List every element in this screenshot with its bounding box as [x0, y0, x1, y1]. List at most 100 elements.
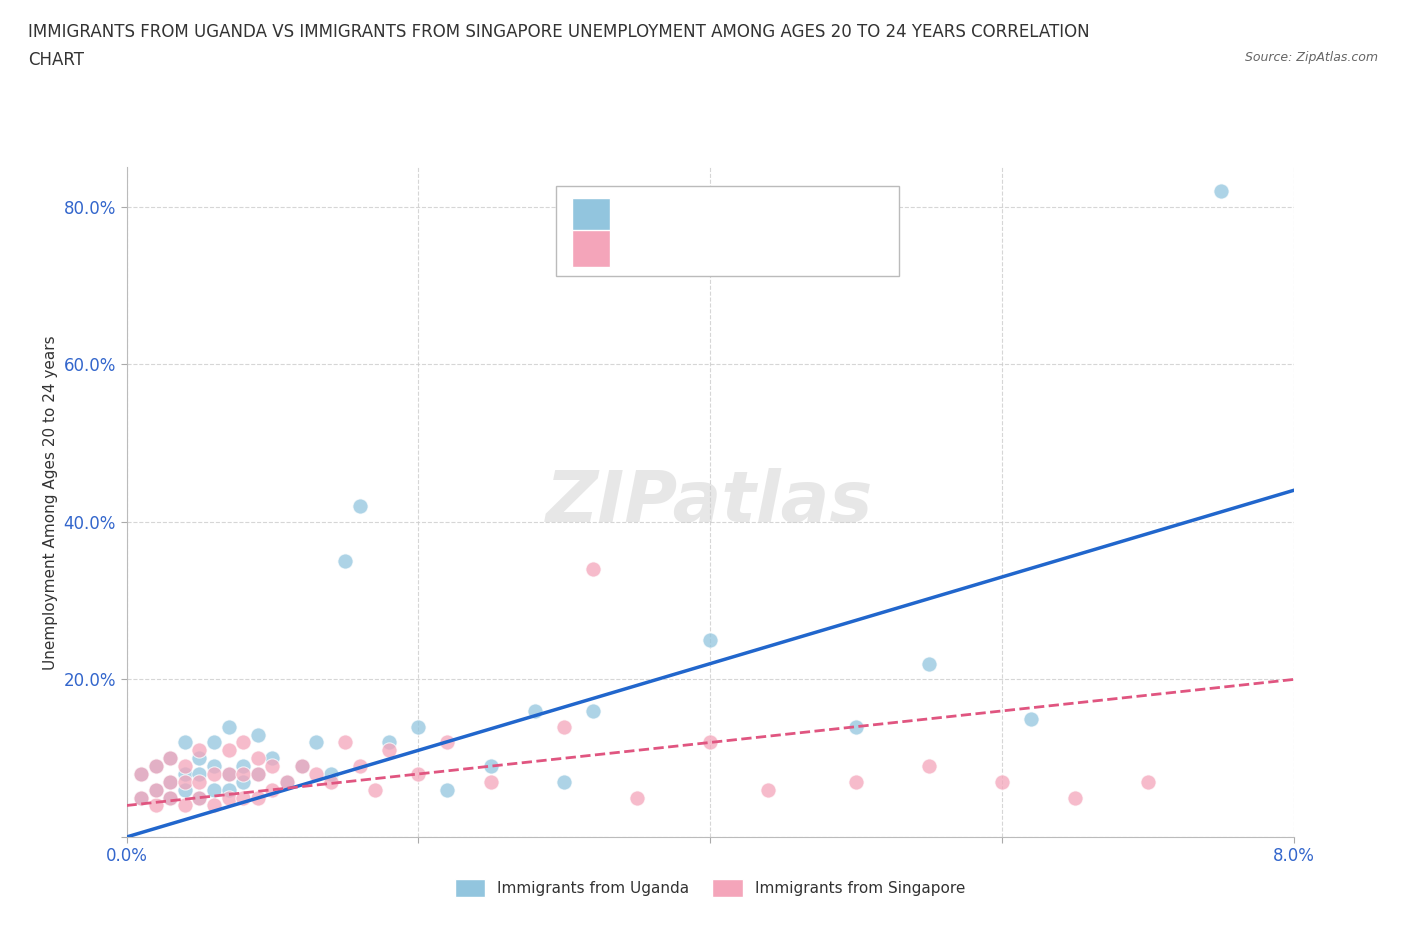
Point: [202, 782, 225, 797]
FancyBboxPatch shape: [555, 186, 898, 276]
Point: [129, 790, 152, 805]
Point: [188, 751, 211, 765]
Point: [218, 766, 240, 781]
Point: [305, 766, 328, 781]
Point: [262, 759, 284, 774]
Point: [582, 562, 605, 577]
Point: [188, 790, 211, 805]
Point: [159, 751, 181, 765]
Point: [378, 735, 401, 750]
Point: [145, 798, 167, 813]
Point: [159, 790, 181, 805]
Point: [174, 775, 197, 790]
Point: [145, 759, 167, 774]
Point: [174, 782, 197, 797]
Point: [845, 775, 868, 790]
Point: [349, 498, 371, 513]
Point: [232, 775, 254, 790]
Point: [188, 766, 211, 781]
Point: [335, 735, 357, 750]
Point: [262, 782, 284, 797]
Point: [145, 782, 167, 797]
Point: [305, 735, 328, 750]
Point: [276, 775, 298, 790]
Point: [202, 759, 225, 774]
Point: [319, 775, 342, 790]
Point: [276, 775, 298, 790]
Point: [159, 751, 181, 765]
Point: [129, 766, 152, 781]
Point: [553, 719, 575, 734]
Point: [246, 727, 269, 742]
Point: [378, 743, 401, 758]
Point: [479, 775, 502, 790]
Point: [918, 759, 941, 774]
Point: [1136, 775, 1159, 790]
Point: [408, 719, 430, 734]
Point: [246, 766, 269, 781]
Point: [582, 703, 605, 718]
Point: [202, 798, 225, 813]
FancyBboxPatch shape: [572, 197, 610, 234]
Text: ZIPatlas: ZIPatlas: [547, 468, 873, 537]
Point: [159, 775, 181, 790]
Point: [290, 759, 312, 774]
Point: [218, 790, 240, 805]
Point: [626, 790, 648, 805]
Point: [174, 735, 197, 750]
Point: [319, 766, 342, 781]
Point: [218, 743, 240, 758]
Point: [262, 751, 284, 765]
Point: [246, 766, 269, 781]
Point: [159, 790, 181, 805]
Point: [408, 766, 430, 781]
Point: [1019, 711, 1042, 726]
Point: [218, 766, 240, 781]
Point: [699, 735, 721, 750]
Point: [145, 782, 167, 797]
Point: [246, 751, 269, 765]
Point: [349, 759, 371, 774]
Point: [129, 766, 152, 781]
Point: [188, 743, 211, 758]
Point: [145, 759, 167, 774]
Point: [1209, 183, 1232, 198]
Point: [174, 798, 197, 813]
Point: [699, 632, 721, 647]
Legend: Immigrants from Uganda, Immigrants from Singapore: Immigrants from Uganda, Immigrants from …: [449, 873, 972, 903]
Point: [845, 719, 868, 734]
Point: [129, 790, 152, 805]
Point: [553, 775, 575, 790]
Point: [202, 735, 225, 750]
Text: Source: ZipAtlas.com: Source: ZipAtlas.com: [1244, 51, 1378, 64]
Point: [232, 790, 254, 805]
Point: [436, 782, 458, 797]
Point: [159, 775, 181, 790]
Point: [174, 766, 197, 781]
Text: R = 0.435   N = 42: R = 0.435 N = 42: [624, 195, 808, 214]
Point: [436, 735, 458, 750]
Point: [232, 735, 254, 750]
Text: IMMIGRANTS FROM UGANDA VS IMMIGRANTS FROM SINGAPORE UNEMPLOYMENT AMONG AGES 20 T: IMMIGRANTS FROM UGANDA VS IMMIGRANTS FRO…: [28, 23, 1090, 41]
Point: [335, 554, 357, 569]
Point: [218, 719, 240, 734]
Point: [918, 657, 941, 671]
Text: CHART: CHART: [28, 51, 84, 69]
Point: [202, 766, 225, 781]
Point: [232, 759, 254, 774]
Point: [363, 782, 385, 797]
Point: [990, 775, 1012, 790]
Point: [188, 775, 211, 790]
Point: [479, 759, 502, 774]
Text: R =  0.191   N = 48: R = 0.191 N = 48: [624, 224, 814, 242]
Point: [188, 790, 211, 805]
Point: [1063, 790, 1085, 805]
Point: [174, 759, 197, 774]
Y-axis label: Unemployment Among Ages 20 to 24 years: Unemployment Among Ages 20 to 24 years: [44, 335, 58, 670]
Point: [218, 782, 240, 797]
Point: [756, 782, 779, 797]
Point: [232, 766, 254, 781]
Point: [523, 703, 546, 718]
Point: [290, 759, 312, 774]
Point: [246, 790, 269, 805]
